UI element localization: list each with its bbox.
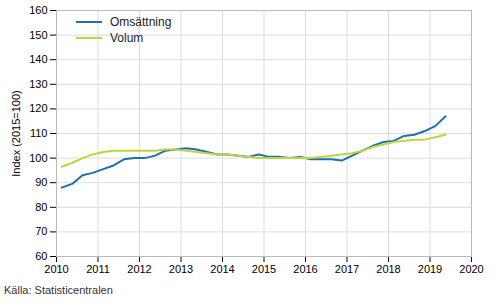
svg-text:60: 60 [35, 250, 47, 262]
svg-text:2018: 2018 [376, 263, 400, 275]
svg-text:2011: 2011 [86, 263, 110, 275]
svg-text:2010: 2010 [44, 263, 68, 275]
svg-text:70: 70 [35, 225, 47, 237]
svg-text:Index (2015=100): Index (2015=100) [10, 90, 22, 177]
svg-text:110: 110 [30, 127, 48, 139]
svg-text:160: 160 [29, 4, 47, 16]
html-text:Volum: Volum [110, 31, 144, 45]
svg-text:2013: 2013 [169, 263, 193, 275]
svg-text:2019: 2019 [418, 263, 442, 275]
svg-text:2017: 2017 [335, 263, 359, 275]
svg-text:2020: 2020 [459, 263, 483, 275]
svg-text:90: 90 [35, 176, 47, 188]
svg-text:120: 120 [29, 102, 47, 114]
html-text:Omsättning: Omsättning [110, 15, 172, 29]
svg-text:130: 130 [29, 78, 47, 90]
svg-text:2014: 2014 [210, 263, 234, 275]
svg-text:2015: 2015 [252, 263, 276, 275]
svg-text:2016: 2016 [293, 263, 317, 275]
svg-text:150: 150 [29, 29, 47, 41]
svg-text:100: 100 [29, 152, 47, 164]
svg-text:140: 140 [29, 53, 47, 65]
html-text:Källa: Statisticentralen: Källa: Statisticentralen [4, 284, 113, 296]
svg-text:2012: 2012 [127, 263, 151, 275]
svg-text:80: 80 [35, 201, 47, 213]
